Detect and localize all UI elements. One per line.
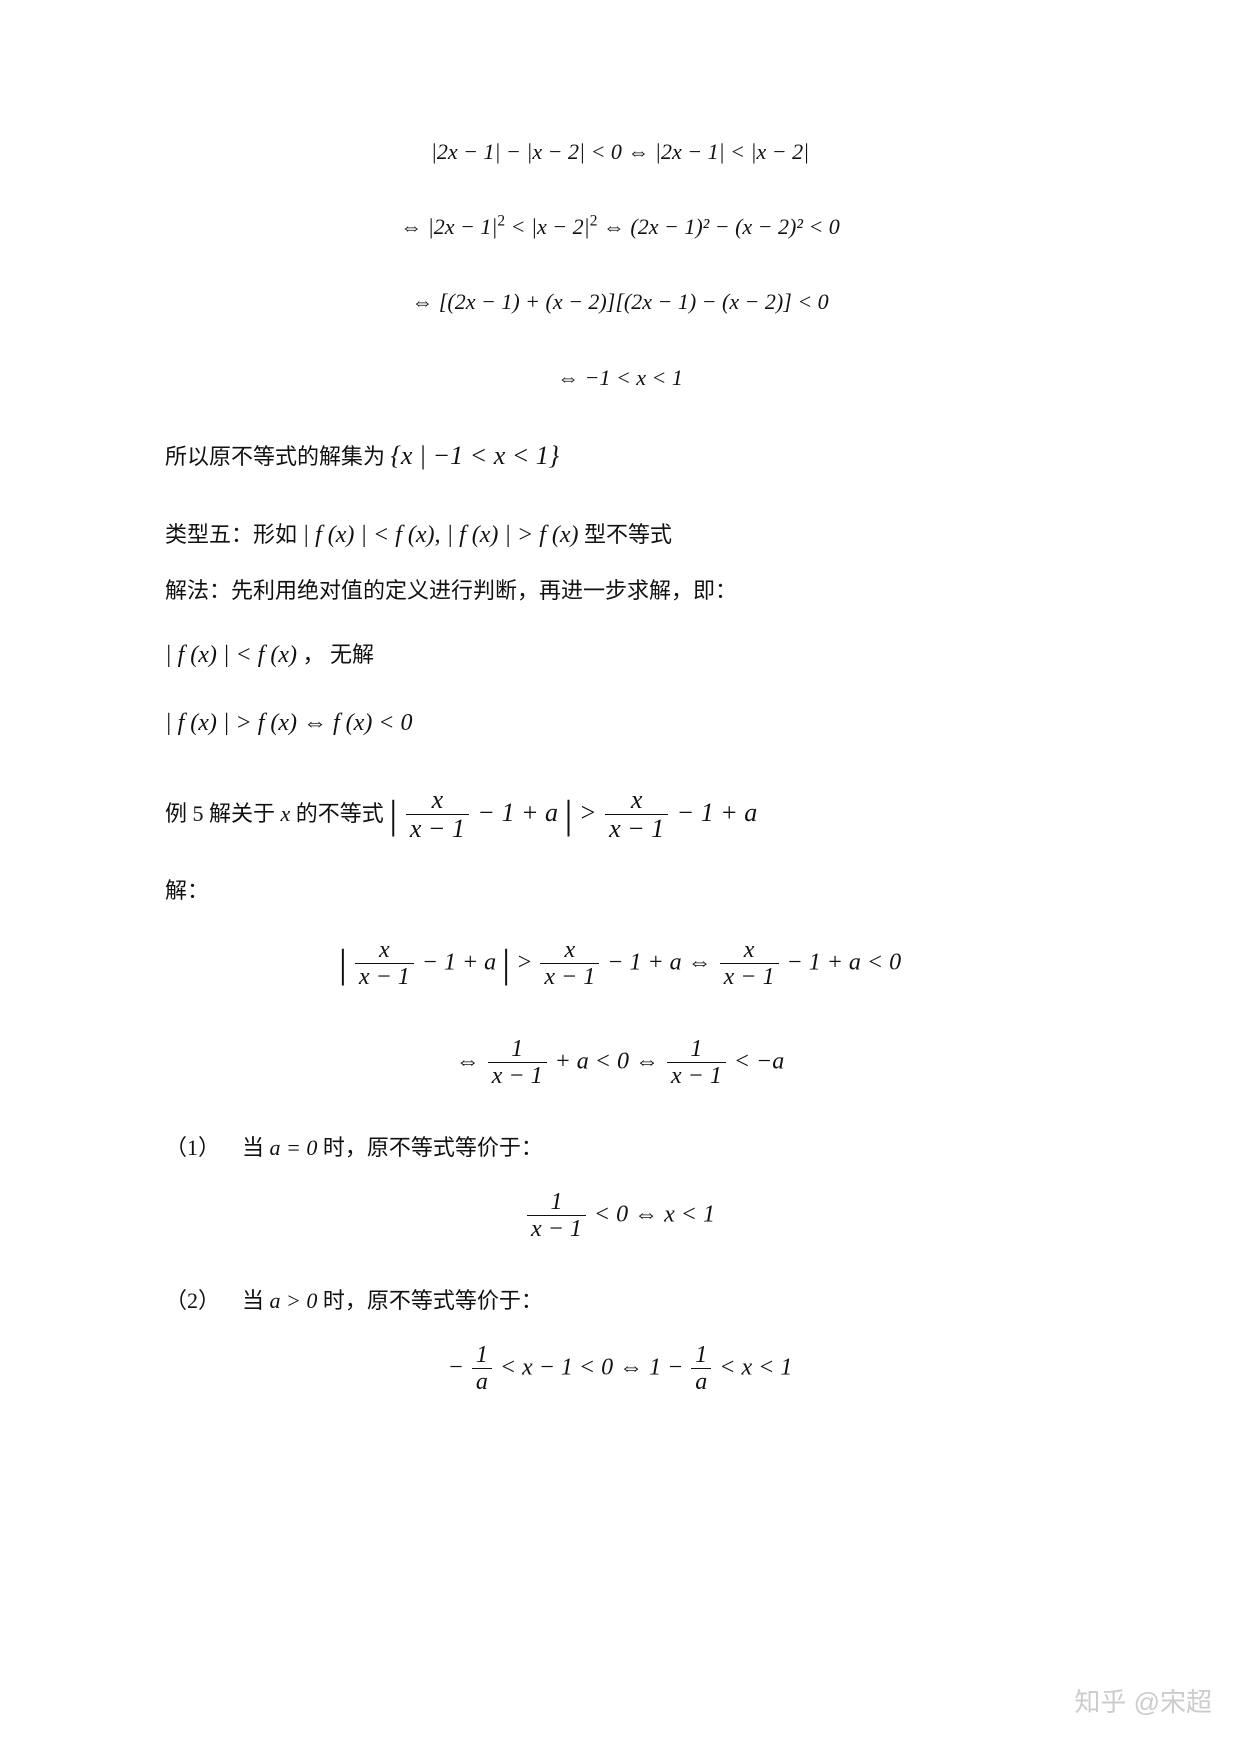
eq6-den1: x − 1 <box>355 964 414 990</box>
eq7-den1: x − 1 <box>488 1063 547 1089</box>
p2-math: | f (x) | < f (x), | f (x) | > f (x) <box>303 522 579 548</box>
eq9-mid: < x − 1 < 0 ⇔ 1 − <box>494 1354 689 1380</box>
method-desc: 解法：先利用绝对值的定义进行判断，再进一步求解，即： <box>165 573 1075 608</box>
ex5-tail2: − 1 + a <box>670 798 757 827</box>
case2-pre: （2） 当 <box>165 1288 264 1313</box>
eq7-tail: < −a <box>728 1048 784 1074</box>
case2-cond: a > 0 <box>264 1288 323 1313</box>
eq6-num3: x <box>720 937 779 964</box>
case1-pre: （1） 当 <box>165 1135 264 1160</box>
eq2-post: ⇔ (2x − 1)² − (x − 2)² < 0 <box>597 214 839 239</box>
p4-post: ， 无解 <box>303 642 375 667</box>
eq9-den2: a <box>691 1369 711 1395</box>
eq8-tail: < 0 ⇔ x < 1 <box>588 1201 715 1227</box>
p4-math: | f (x) | < f (x) <box>165 642 297 668</box>
ex5-den2: x − 1 <box>605 815 668 844</box>
eq7-num2: 1 <box>667 1036 726 1063</box>
eq6-num2: x <box>540 937 599 964</box>
watermark: 知乎 @宋超 <box>1074 1682 1212 1724</box>
solution-set: 所以原不等式的解集为 {x | −1 < x < 1} <box>165 435 1075 477</box>
ex5-tail1: − 1 + a <box>471 798 558 827</box>
ex5-gt: > <box>579 798 603 827</box>
p1-set: {x | −1 < x < 1} <box>391 441 560 470</box>
ex5-x: x <box>281 801 291 826</box>
eq7-den2: x − 1 <box>667 1063 726 1089</box>
p2-pre: 类型五：形如 <box>165 522 297 547</box>
eq7-pre: ⇔ <box>456 1048 486 1074</box>
case-no-solution: | f (x) | < f (x) ， 无解 <box>165 636 1075 674</box>
eq7-mid1: + a < 0 ⇔ <box>549 1048 665 1074</box>
eq9-den1: a <box>472 1369 492 1395</box>
example-5: 例 5 解关于 x 的不等式 | xx − 1 − 1 + a | > xx −… <box>165 783 1075 847</box>
eq7-num1: 1 <box>488 1036 547 1063</box>
ex5-mid: 的不等式 <box>290 801 384 826</box>
case-2: （2） 当 a > 0 时，原不等式等价于： <box>165 1283 1075 1318</box>
eq6-den2: x − 1 <box>540 964 599 990</box>
eq6-gt: > <box>516 949 538 975</box>
eq2-supa: 2 <box>497 213 505 230</box>
case-fx-lt-0: | f (x) | > f (x) ⇔ f (x) < 0 <box>165 704 1075 742</box>
p1-text: 所以原不等式的解集为 <box>165 444 385 469</box>
case-1: （1） 当 a = 0 时，原不等式等价于： <box>165 1130 1075 1165</box>
ex5-num2: x <box>605 786 668 816</box>
p2-post: 型不等式 <box>584 522 672 547</box>
eq2-b: |x − 2| <box>531 214 590 239</box>
eq8-num: 1 <box>527 1189 586 1216</box>
eq9-num2: 1 <box>691 1342 711 1369</box>
eq9-pre: − <box>448 1354 470 1380</box>
equation-9: − 1a < x − 1 < 0 ⇔ 1 − 1a < x < 1 <box>165 1342 1075 1396</box>
page-content: |2x − 1| − |x − 2| < 0 ⇔ |2x − 1| < |x −… <box>0 0 1240 1496</box>
ex5-den: x − 1 <box>406 815 469 844</box>
case1-post: 时，原不等式等价于： <box>323 1135 543 1160</box>
eq6-den3: x − 1 <box>720 964 779 990</box>
eq2-a: |2x − 1| <box>428 214 498 239</box>
eq2-pre: ⇔ <box>400 214 428 239</box>
eq6-tail2: − 1 + a ⇔ <box>601 949 717 975</box>
eq9-tail: < x < 1 <box>713 1354 792 1380</box>
equation-6: | xx − 1 − 1 + a | > xx − 1 − 1 + a ⇔ xx… <box>165 932 1075 996</box>
equation-1: |2x − 1| − |x − 2| < 0 ⇔ |2x − 1| < |x −… <box>165 134 1075 169</box>
eq2-mid: < <box>505 214 531 239</box>
eq6-tail3: − 1 + a < 0 <box>781 949 902 975</box>
eq6-tail1: − 1 + a <box>416 949 496 975</box>
equation-4: ⇔ −1 < x < 1 <box>165 360 1075 395</box>
equation-2: ⇔ |2x − 1|2 < |x − 2|2 ⇔ (2x − 1)² − (x … <box>165 209 1075 244</box>
equation-8: 1x − 1 < 0 ⇔ x < 1 <box>165 1189 1075 1243</box>
ex5-num: x <box>406 786 469 816</box>
equation-7: ⇔ 1x − 1 + a < 0 ⇔ 1x − 1 < −a <box>165 1036 1075 1090</box>
case2-post: 时，原不等式等价于： <box>323 1288 543 1313</box>
eq6-num1: x <box>355 937 414 964</box>
solution-label: 解： <box>165 873 1075 908</box>
case1-cond: a = 0 <box>264 1135 323 1160</box>
eq9-num1: 1 <box>472 1342 492 1369</box>
ex5-pre: 例 5 解关于 <box>165 801 281 826</box>
equation-3: ⇔ [(2x − 1) + (x − 2)][(2x − 1) − (x − 2… <box>165 284 1075 319</box>
eq8-den: x − 1 <box>527 1216 586 1242</box>
type-5-heading: 类型五：形如 | f (x) | < f (x), | f (x) | > f … <box>165 516 1075 554</box>
